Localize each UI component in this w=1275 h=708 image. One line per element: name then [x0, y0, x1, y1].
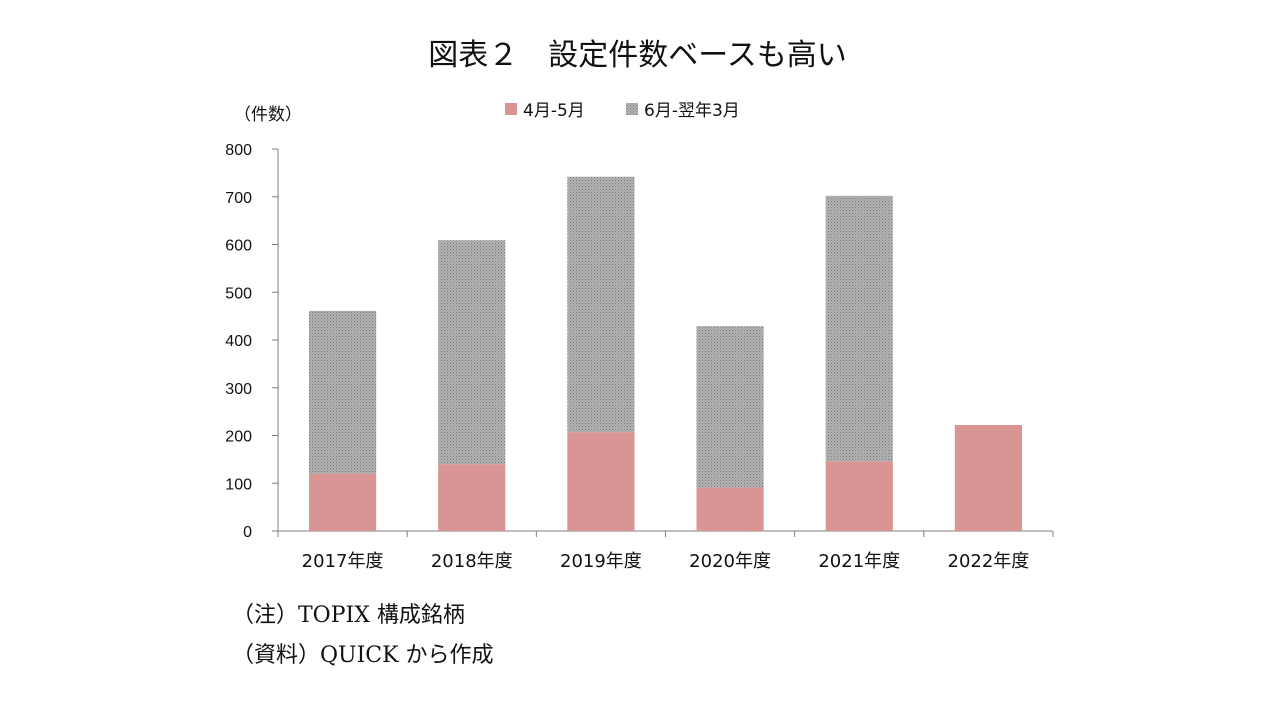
axes	[272, 148, 1054, 537]
x-category-label: 2020年度	[689, 551, 771, 572]
bar-apr-may-3	[696, 487, 764, 531]
bar-apr-may-2	[567, 432, 635, 531]
y-axis-unit-label: （件数）	[234, 105, 302, 125]
y-tick-label: 700	[225, 190, 252, 207]
bar-jun-mar-0	[309, 310, 377, 474]
legend-label-1: 6月-翌年3月	[644, 101, 740, 121]
note-constituents: （注）TOPIX 構成銘柄	[232, 603, 465, 628]
x-category-label: 2018年度	[431, 551, 513, 572]
y-tick-label: 200	[225, 429, 252, 446]
bar-apr-may-0	[309, 473, 377, 531]
bar-jun-mar-4	[825, 195, 893, 462]
bars	[309, 176, 1022, 531]
x-category-label: 2019年度	[560, 551, 642, 572]
legend-swatch-1	[626, 103, 638, 115]
legend-label-0: 4月-5月	[523, 101, 585, 121]
legend-swatch-0	[505, 103, 517, 115]
bar-jun-mar-2	[567, 176, 635, 433]
bar-apr-may-5	[954, 424, 1022, 531]
y-tick-label: 600	[225, 238, 252, 255]
x-category-label: 2022年度	[948, 551, 1030, 572]
y-tick-label: 300	[225, 381, 252, 398]
y-tick-label: 400	[225, 333, 252, 350]
bar-jun-mar-1	[438, 240, 506, 465]
y-tick-label: 500	[225, 285, 252, 302]
bar-apr-may-4	[825, 461, 893, 531]
y-tick-label: 800	[225, 142, 252, 159]
x-category-label: 2021年度	[818, 551, 900, 572]
bar-jun-mar-3	[696, 326, 764, 488]
chart-title: 図表２ 設定件数ベースも高い	[428, 38, 847, 73]
x-category-label: 2017年度	[302, 551, 384, 572]
y-tick-label: 0	[243, 524, 252, 541]
bar-apr-may-1	[438, 464, 506, 531]
legend: 4月-5月 6月-翌年3月	[505, 101, 740, 121]
note-source: （資料）QUICK から作成	[232, 643, 494, 668]
tick-labels: 0 100 200 300 400 500 600 700 800 2017年度 2018年度 201…	[225, 142, 1029, 572]
y-tick-label: 100	[225, 476, 252, 493]
